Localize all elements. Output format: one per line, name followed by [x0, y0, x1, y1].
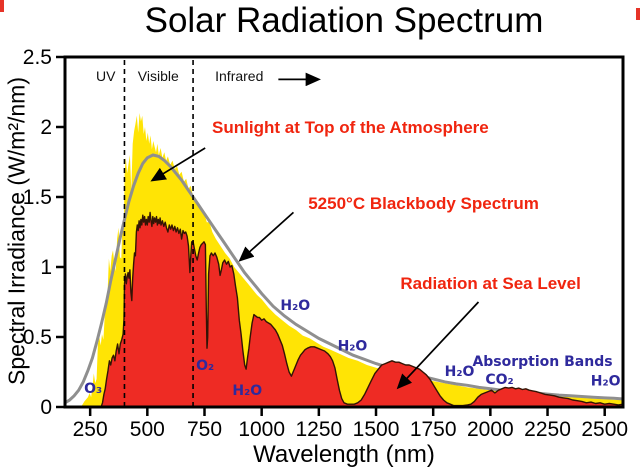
- x-tick-label: 1000: [238, 418, 285, 441]
- blackbody-curve: [66, 153, 622, 404]
- x-tick-label: 2500: [581, 418, 628, 441]
- x-axis-label: Wavelength (nm): [253, 441, 435, 468]
- annotation-5250-c-blackbody-spectrum: 5250°C Blackbody Spectrum: [308, 194, 539, 213]
- y-tick-label: 1.5: [23, 186, 52, 209]
- region-label-uv: UV: [96, 68, 116, 84]
- axis-ticks: 250 500 750 1000 1250 1500 1750 2000 2250 2500 0 0.…: [23, 46, 628, 441]
- annotation-h-o: H₂O: [445, 364, 475, 380]
- x-tick-label: 500: [130, 418, 165, 441]
- annotation-radiation-at-sea-level: Radiation at Sea Level: [400, 274, 580, 293]
- y-tick-label: 1: [40, 256, 52, 279]
- annotation-h-o: H₂O: [280, 298, 310, 314]
- chart-title: Solar Radiation Spectrum: [144, 1, 544, 40]
- sea-level-curve-outline: [100, 211, 622, 407]
- red-corner-mark-right: [636, 8, 640, 20]
- x-tick-label: 2250: [524, 418, 571, 441]
- x-tick-label: 2000: [467, 418, 514, 441]
- annotation-h-o: H₂O: [232, 383, 262, 399]
- annotation-o: O₂: [196, 358, 214, 374]
- series-group: [66, 113, 622, 407]
- red-corner-mark-left: [0, 0, 4, 12]
- annotation-h-o: H₂O: [591, 373, 621, 389]
- annotation-absorption-bands: Absorption Bands: [472, 354, 612, 370]
- y-tick-label: 2: [40, 116, 52, 139]
- annotation-o: O₃: [84, 381, 102, 397]
- x-tick-label: 1750: [410, 418, 457, 441]
- x-tick-label: 250: [73, 418, 108, 441]
- blackbody-arrow: [238, 211, 295, 262]
- annotation-sunlight-at-top-of-the-atmosphere: Sunlight at Top of the Atmosphere: [212, 118, 489, 137]
- sea-level-area: [101, 212, 622, 407]
- annotation-co: CO₂: [485, 372, 513, 388]
- y-tick-label: 0: [40, 396, 52, 419]
- y-tick-label: 2.5: [23, 46, 52, 69]
- region-label-visible: Visible: [138, 68, 179, 84]
- annotation-h-o: H₂O: [338, 338, 368, 354]
- sunlight-arrow: [150, 147, 206, 182]
- y-tick-label: 0.5: [23, 326, 52, 349]
- x-tick-label: 750: [187, 418, 222, 441]
- region-label-infrared: Infrared: [215, 68, 263, 84]
- x-tick-label: 1250: [295, 418, 342, 441]
- plot-frame: [63, 55, 625, 409]
- x-tick-label: 1500: [353, 418, 400, 441]
- sea-level-arrow: [396, 301, 480, 390]
